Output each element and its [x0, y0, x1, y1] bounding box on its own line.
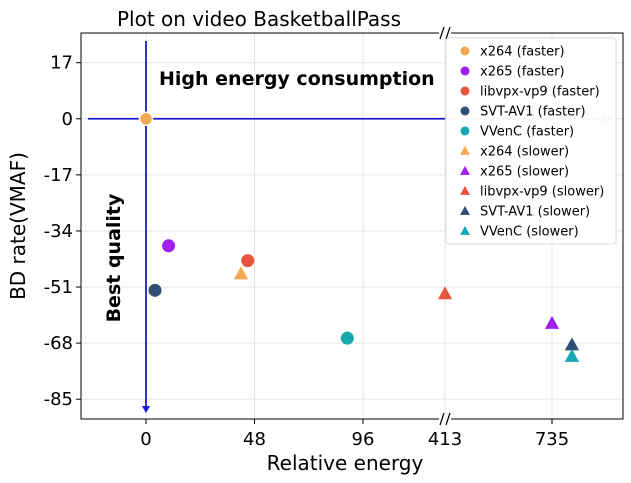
point-x264-faster — [138, 111, 154, 127]
point-x265-faster — [162, 239, 176, 253]
axis-break-marks — [439, 26, 451, 426]
legend-label-libvpx-vp9-slower: libvpx-vp9 (slower) — [480, 185, 604, 200]
legend-label-x265-slower: x265 (slower) — [480, 165, 569, 180]
point-svt-av1-faster — [148, 283, 162, 297]
axis-break-slash — [445, 412, 451, 426]
data-points — [138, 111, 580, 362]
point-libvpx-vp9-faster — [241, 254, 255, 268]
y-tick-label: -51 — [44, 277, 73, 298]
axis-break-gap — [439, 412, 451, 426]
point-x265-slower — [544, 315, 560, 329]
legend-marker-libvpx-vp9-faster — [460, 86, 470, 96]
y-tick-label: -68 — [44, 333, 73, 354]
point-vvenc-faster — [340, 331, 354, 345]
legend-marker-x264-faster — [460, 46, 470, 56]
legend-label-x265-faster: x265 (faster) — [480, 65, 565, 80]
x-tick-label: 0 — [140, 429, 151, 450]
legend-marker-x265-slower — [460, 165, 470, 175]
plot-border — [80, 32, 624, 420]
point-libvpx-vp9-slower — [437, 286, 453, 300]
legend-label-x264-faster: x264 (faster) — [480, 45, 565, 60]
x-tick-label: 96 — [352, 429, 375, 450]
y-tick-label: -34 — [44, 221, 73, 242]
y-axis-title: BD rate(VMAF) — [6, 152, 30, 300]
point-x264-slower — [233, 266, 249, 280]
y-tick-label: 0 — [62, 109, 73, 130]
x-axis-title: Relative energy — [267, 451, 424, 475]
legend-marker-x264-slower — [460, 145, 470, 155]
axis-break-slash — [439, 26, 445, 40]
legend-marker-svt-av1-slower — [460, 205, 470, 215]
x-tick-label: 413 — [428, 429, 462, 450]
legend: x264 (faster) x265 (faster) libvpx-vp9 (fa… — [445, 37, 617, 245]
y-tick-label: -85 — [44, 389, 73, 410]
plot-frame — [80, 32, 624, 420]
point-vvenc-slower — [564, 348, 580, 362]
legend-marker-vvenc-faster — [460, 126, 470, 136]
legend-label-libvpx-vp9-faster: libvpx-vp9 (faster) — [480, 85, 600, 100]
legend-label-vvenc-faster: VVenC (faster) — [480, 125, 574, 140]
point-svt-av1-slower — [564, 337, 580, 351]
legend-label-svt-av1-faster: SVT-AV1 (faster) — [480, 105, 586, 120]
legend-marker-x265-faster — [460, 66, 470, 76]
y-tick-label: 17 — [50, 53, 73, 74]
annotation-best-quality: Best quality — [103, 193, 125, 322]
axis-break-gap — [439, 26, 451, 40]
legend-label-x264-slower: x264 (slower) — [480, 145, 569, 160]
axis-break-slash — [445, 26, 451, 40]
x-tick-label: 735 — [535, 429, 569, 450]
legend-marker-libvpx-vp9-slower — [460, 185, 470, 195]
legend-label-vvenc-slower: VVenC (slower) — [480, 225, 579, 240]
axis-break-slash — [439, 412, 445, 426]
tick-layer: 17 0 -17 -34 -51 -68 -85 0 48 96 413 735 — [44, 53, 570, 450]
legend-box — [445, 37, 617, 245]
y-tick-label: -17 — [44, 165, 73, 186]
legend-marker-svt-av1-faster — [460, 106, 470, 116]
legend-label-svt-av1-slower: SVT-AV1 (slower) — [480, 205, 590, 220]
chart-title: Plot on video BasketballPass — [117, 7, 401, 31]
legend-marker-vvenc-slower — [460, 225, 470, 235]
annotation-high-energy: High energy consumption — [159, 68, 435, 90]
x-tick-label: 48 — [243, 429, 266, 450]
